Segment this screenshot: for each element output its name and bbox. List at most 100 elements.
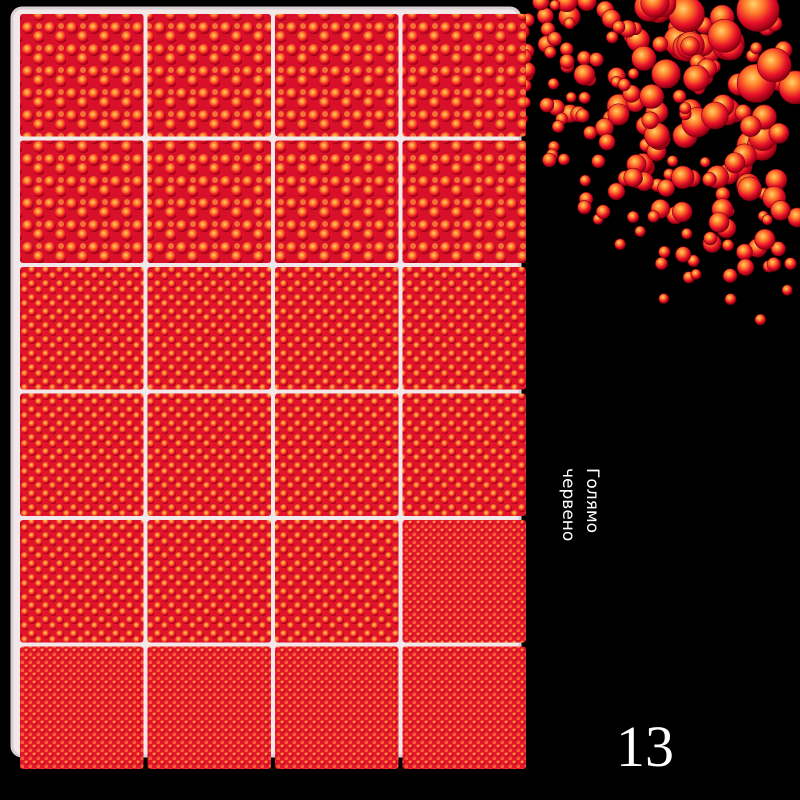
rhinestone — [675, 246, 692, 263]
rhinestone — [736, 243, 753, 261]
rhinestone — [595, 204, 611, 220]
set-number: 13 — [616, 714, 674, 779]
compartment — [275, 646, 399, 769]
rhinestone — [724, 152, 746, 174]
rhinestone — [549, 0, 561, 11]
rhinestone — [607, 182, 626, 201]
rhinestone — [573, 63, 596, 86]
rhinestone — [627, 68, 639, 80]
rhinestone — [617, 78, 631, 92]
rhinestone — [614, 238, 626, 250]
compartment — [20, 393, 144, 516]
rhinestone — [547, 31, 562, 47]
rhinestone — [770, 200, 791, 221]
compartment — [147, 520, 271, 643]
rhinestone — [639, 84, 664, 109]
rhinestone — [671, 165, 695, 189]
compartment — [402, 646, 526, 769]
rhinestone — [551, 120, 565, 133]
rhinestone — [761, 214, 773, 226]
rhinestone — [722, 268, 738, 283]
compartment — [402, 520, 526, 643]
rhinestone — [589, 52, 604, 67]
rhinestone — [652, 36, 669, 53]
rhinestone — [690, 268, 702, 280]
rhinestone — [532, 0, 550, 11]
rhinestone — [699, 156, 711, 168]
rhinestone — [701, 101, 729, 130]
scattered-rhinestones — [513, 0, 800, 326]
rhinestone — [721, 239, 734, 252]
rhinestone — [749, 41, 763, 55]
rhinestone — [658, 293, 670, 304]
rhinestone — [607, 103, 630, 126]
rhinestone — [739, 115, 762, 137]
rhinestone — [631, 45, 657, 71]
rhinestone — [681, 228, 693, 240]
rhinestone — [547, 77, 560, 90]
rhinestone — [578, 91, 591, 104]
rhinestone — [658, 245, 671, 259]
compartment — [147, 393, 271, 516]
rhinestone — [736, 0, 780, 32]
rhinestone — [737, 176, 762, 202]
rhinestone — [565, 91, 577, 103]
rhinestone — [736, 258, 755, 276]
rhinestone — [627, 210, 640, 224]
rhinestone — [542, 152, 557, 168]
compartment — [147, 14, 271, 137]
rhinestone — [634, 225, 646, 237]
rhinestone — [539, 97, 555, 113]
rhinestone — [766, 257, 781, 272]
caption-line: червено — [558, 468, 578, 541]
rhinestone — [641, 111, 660, 130]
compartment — [147, 646, 271, 769]
compartment — [275, 14, 399, 137]
rhinestone — [703, 231, 718, 246]
compartment — [402, 14, 526, 137]
compartment — [147, 267, 271, 390]
compartment — [147, 140, 271, 263]
compartment — [275, 140, 399, 263]
compartment — [402, 140, 526, 263]
rhinestone — [678, 102, 692, 115]
compartment — [275, 520, 399, 643]
caption: Голямо червено — [558, 468, 602, 541]
compartment — [402, 267, 526, 390]
rhinestone — [702, 172, 717, 187]
rhinestone — [640, 0, 670, 18]
rhinestone — [577, 200, 592, 215]
compartment — [402, 393, 526, 516]
caption-line: Голямо — [582, 468, 602, 533]
compartment — [20, 267, 144, 390]
rhinestone — [724, 293, 737, 305]
rhinestone — [577, 0, 597, 11]
compartment — [275, 393, 399, 516]
rhinestone — [623, 167, 643, 188]
rhinestone — [651, 59, 681, 89]
rhinestone — [612, 20, 626, 34]
rhinestone — [784, 257, 797, 270]
rhinestone — [598, 133, 616, 151]
rhinestone — [680, 36, 700, 56]
rhinestone — [557, 153, 570, 166]
rhinestone — [756, 47, 792, 83]
rhinestone — [575, 108, 590, 123]
rhinestone — [647, 210, 660, 223]
rhinestone — [708, 212, 730, 233]
rhinestone — [672, 89, 687, 104]
compartment — [20, 140, 144, 263]
rhinestone — [563, 17, 576, 30]
rhinestone — [682, 64, 710, 92]
rhinestone — [657, 179, 675, 197]
compartment — [275, 267, 399, 390]
rhinestone — [591, 154, 606, 168]
compartment — [20, 646, 144, 769]
rhinestone — [707, 18, 742, 53]
rhinestone — [579, 174, 591, 187]
rhinestone — [655, 257, 668, 270]
rhinestone — [583, 125, 598, 140]
compartments — [20, 14, 526, 769]
